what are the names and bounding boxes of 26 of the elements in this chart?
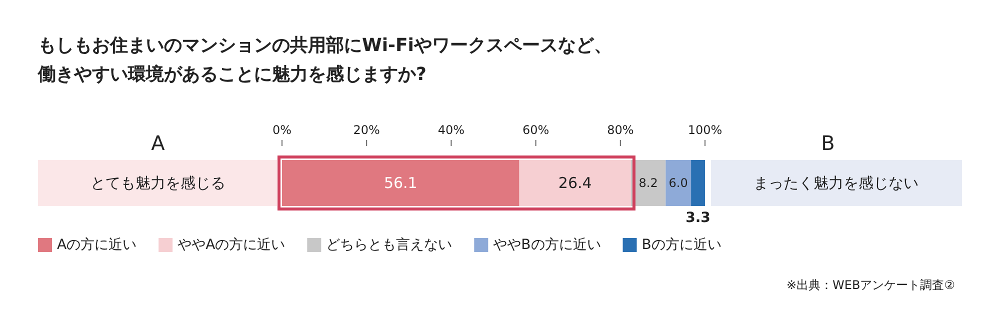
text: まったく魅力を感じない: [754, 174, 918, 192]
x-tick-label: 20%: [353, 123, 380, 137]
chart-title: もしもお住まいのマンションの共用部にWi-Fiやワークスペースなど、働きやすい環境があることに魅力を感じますか?: [37, 34, 612, 84]
x-tick-label: 80%: [607, 123, 634, 137]
legend-label: Aの方に近い: [57, 237, 137, 253]
data-label: 56.1: [384, 174, 418, 192]
legend-label: ややAの方に近い: [178, 237, 286, 253]
legend-label: どちらとも言えない: [326, 237, 452, 253]
text: とても魅力を感じる: [90, 174, 226, 192]
bar: [691, 160, 705, 206]
legend-label: ややBの方に近い: [493, 237, 601, 253]
bar: [519, 160, 631, 206]
data-label: 6.0: [668, 176, 688, 190]
legend-label: Bの方に近い: [642, 237, 722, 253]
data-label: 8.2: [638, 176, 658, 190]
x-tick-label: 0%: [272, 123, 292, 137]
data-label: 3.3: [686, 210, 710, 226]
data-label: 26.4: [558, 174, 592, 192]
x-tick-label: 100%: [688, 123, 722, 137]
text: B: [821, 131, 835, 155]
text: ※出典：WEBアンケート調査②: [786, 278, 955, 292]
x-tick-label: 60%: [522, 123, 550, 137]
bar: [666, 160, 692, 206]
text: A: [151, 131, 166, 155]
bar: [282, 160, 520, 206]
x-tick-label: 40%: [438, 123, 465, 137]
